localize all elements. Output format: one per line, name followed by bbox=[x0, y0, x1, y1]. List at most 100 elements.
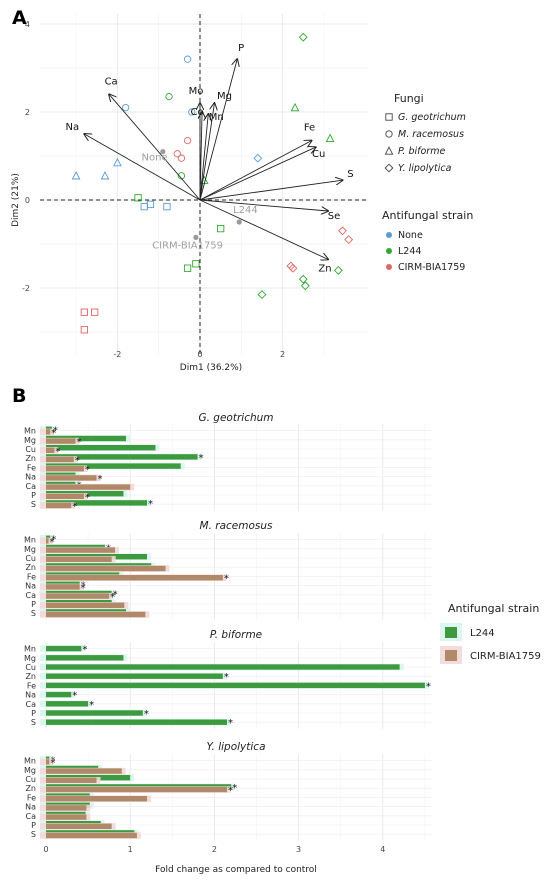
data-point bbox=[183, 136, 192, 145]
variable-label: Mo bbox=[189, 86, 204, 97]
bar-l244 bbox=[46, 445, 156, 451]
category-label: S bbox=[31, 718, 36, 727]
category-label: Mg bbox=[24, 545, 36, 554]
category-label: Cu bbox=[25, 445, 36, 454]
legend-strain-label: None bbox=[398, 230, 423, 241]
legend-shape-triangle bbox=[384, 146, 394, 155]
x-tick-label: 3 bbox=[296, 845, 301, 854]
category-label: Ca bbox=[26, 482, 37, 491]
x-tick-label: -2 bbox=[113, 350, 121, 359]
loading-arrow bbox=[199, 59, 237, 201]
variable-label: Cu bbox=[312, 149, 325, 160]
data-point bbox=[140, 202, 148, 211]
bar-cirm-bia1759 bbox=[46, 475, 97, 481]
bar-cirm-bia1759 bbox=[46, 556, 112, 562]
significance-star: * bbox=[110, 592, 115, 603]
category-label: P bbox=[31, 600, 36, 609]
bar-l244 bbox=[46, 701, 89, 707]
legend-strain-title: Antifungal strain bbox=[382, 209, 473, 222]
loading-arrow bbox=[200, 112, 202, 201]
data-point bbox=[333, 265, 343, 275]
significance-star: * bbox=[50, 537, 55, 548]
category-label: Mn bbox=[24, 427, 36, 436]
bar-l244 bbox=[46, 500, 148, 506]
data-point bbox=[80, 308, 89, 316]
significance-star: * bbox=[82, 645, 87, 656]
facet-title: P. biforme bbox=[210, 629, 262, 641]
panel-label-a: A bbox=[12, 7, 27, 29]
category-label: Mn bbox=[24, 536, 36, 545]
significance-star: * bbox=[98, 474, 103, 485]
loading-arrow bbox=[199, 199, 328, 211]
bar-cirm-bia1759 bbox=[46, 493, 84, 499]
group-label: L244 bbox=[233, 205, 258, 216]
panel-label-b: B bbox=[12, 385, 26, 407]
bar-l244 bbox=[46, 691, 72, 698]
data-point bbox=[288, 263, 298, 273]
bar-cirm-bia1759 bbox=[46, 584, 80, 590]
significance-star: * bbox=[232, 783, 237, 794]
significance-star: * bbox=[50, 758, 55, 769]
legend-fungi-label: P. biforme bbox=[398, 146, 445, 157]
significance-star: * bbox=[224, 672, 229, 683]
bar-cirm-bia1759 bbox=[46, 565, 166, 572]
bar-cirm-bia1759 bbox=[46, 777, 97, 783]
bar-l244 bbox=[46, 710, 143, 716]
group-centroid bbox=[160, 149, 166, 155]
bar-cirm-bia1759 bbox=[46, 466, 84, 472]
variable-label: Mg bbox=[217, 91, 232, 102]
bar-l244 bbox=[46, 664, 400, 670]
significance-star: * bbox=[51, 428, 56, 439]
pca-biplot: 4 2 0 -2 -2 0 2 Dim1 (36.2%) Dim2 (21%) P Mo Mg Co Mn… bbox=[11, 14, 473, 373]
legend-fungi-label: M. racemosus bbox=[398, 129, 464, 140]
x-tick-label: 0 bbox=[197, 350, 202, 359]
bar-l244 bbox=[46, 682, 425, 689]
category-label: Cu bbox=[25, 663, 36, 672]
data-point bbox=[71, 171, 81, 180]
significance-star: * bbox=[81, 583, 86, 594]
variable-label: Na bbox=[66, 122, 80, 133]
legend-fungi-label: G. geotrichum bbox=[398, 112, 466, 123]
bar-cirm-bia1759 bbox=[46, 484, 131, 490]
bar-cirm-bia1759 bbox=[46, 447, 55, 453]
significance-star: * bbox=[224, 574, 229, 585]
bar-cirm-bia1759 bbox=[46, 796, 148, 802]
category-label: Na bbox=[25, 803, 36, 812]
data-point bbox=[300, 281, 310, 291]
legend-shape-circle bbox=[385, 130, 393, 138]
x-tick-label: 4 bbox=[380, 845, 385, 854]
data-point bbox=[134, 194, 142, 202]
data-point bbox=[192, 260, 200, 268]
legend-fungi-title: Fungi bbox=[394, 92, 424, 105]
bar-l244 bbox=[46, 673, 223, 679]
category-label: Mg bbox=[24, 436, 36, 445]
data-point bbox=[183, 55, 192, 63]
x-tick-label: 2 bbox=[212, 845, 217, 854]
significance-star: * bbox=[228, 718, 233, 729]
data-point bbox=[253, 153, 263, 163]
category-label: Mg bbox=[24, 654, 36, 663]
bar-cirm-bia1759 bbox=[46, 832, 137, 839]
category-label: P bbox=[31, 821, 36, 830]
bar-cirm-bia1759 bbox=[46, 805, 87, 811]
significance-star: * bbox=[199, 453, 204, 464]
data-point bbox=[216, 224, 225, 233]
legend-strain-label: L244 bbox=[398, 246, 421, 257]
legend-label: L244 bbox=[470, 628, 495, 639]
category-label: Fe bbox=[27, 572, 36, 581]
significance-star: * bbox=[72, 502, 77, 513]
significance-star: * bbox=[113, 590, 118, 601]
significance-star: * bbox=[76, 437, 81, 448]
x-tick-label: 2 bbox=[280, 350, 285, 359]
legend-swatch bbox=[445, 627, 457, 638]
bar-l244 bbox=[46, 645, 82, 652]
category-label: Mg bbox=[24, 766, 36, 775]
group-label: None bbox=[142, 152, 168, 163]
variable-label: Zn bbox=[318, 263, 331, 274]
y-tick-label: 4 bbox=[25, 20, 30, 29]
facet-title: Y. lipolytica bbox=[206, 741, 265, 753]
category-label: Mn bbox=[24, 757, 36, 766]
category-label: Fe bbox=[27, 463, 36, 472]
significance-star: * bbox=[72, 691, 77, 702]
y-tick-label: 0 bbox=[25, 196, 30, 205]
